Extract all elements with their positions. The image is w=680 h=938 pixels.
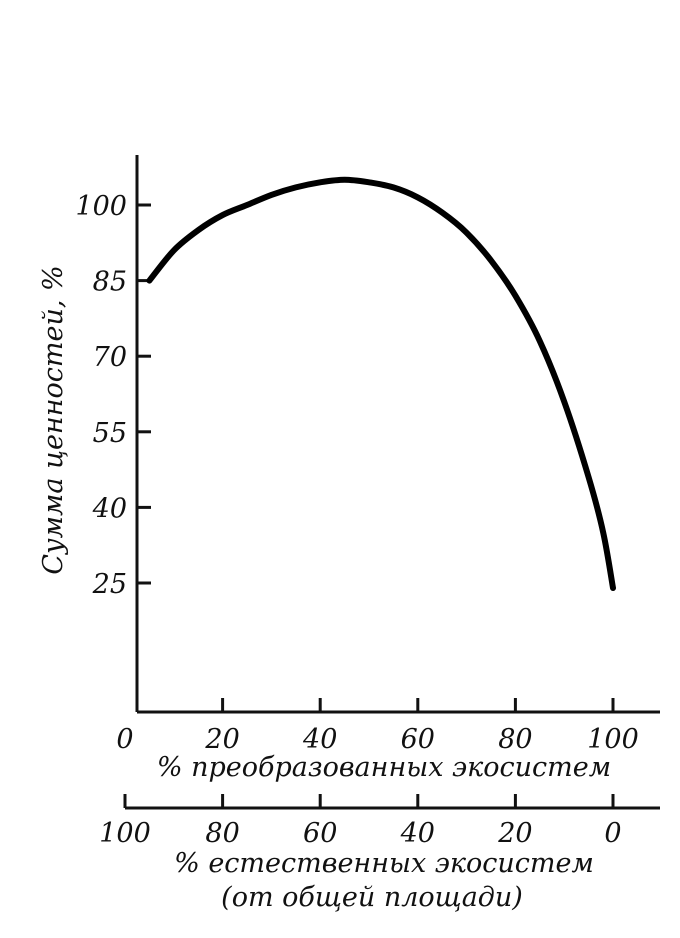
secondary-x-axis-subtitle: (от общей площади) (221, 882, 523, 913)
y-tick-label: 25 (92, 569, 127, 600)
secondary-x-axis-title: % естественных экосистем (174, 848, 594, 879)
secondary-x-tick-label: 100 (99, 818, 151, 849)
y-axis-title: Сумма ценностей, % (38, 265, 69, 574)
y-axis: 100 85 70 55 40 25 (75, 155, 151, 712)
y-tick-label: 85 (93, 267, 127, 298)
x-tick-label: 0 (116, 724, 133, 755)
x-tick-label: 20 (204, 724, 239, 755)
y-tick-label: 40 (92, 493, 127, 524)
secondary-x-tick-label: 40 (400, 818, 435, 849)
value-curve (146, 176, 616, 591)
secondary-x-tick-label: 20 (497, 818, 532, 849)
x-axis-title: % преобразованных экосистем (157, 752, 611, 783)
x-tick-label: 40 (302, 724, 337, 755)
x-tick-label: 60 (401, 724, 435, 755)
y-tick-label: 100 (75, 191, 127, 222)
x-tick-label: 100 (587, 724, 639, 755)
secondary-x-axis: 100 80 60 40 20 0 (99, 794, 660, 849)
x-tick-label: 80 (498, 724, 532, 755)
secondary-x-tick-label: 60 (303, 818, 337, 849)
secondary-x-tick-label: 0 (604, 818, 621, 849)
y-tick-label: 70 (93, 342, 127, 373)
y-tick-label: 55 (93, 418, 127, 449)
secondary-x-tick-label: 80 (205, 818, 239, 849)
x-axis: 0 20 40 60 80 100 (116, 698, 660, 755)
